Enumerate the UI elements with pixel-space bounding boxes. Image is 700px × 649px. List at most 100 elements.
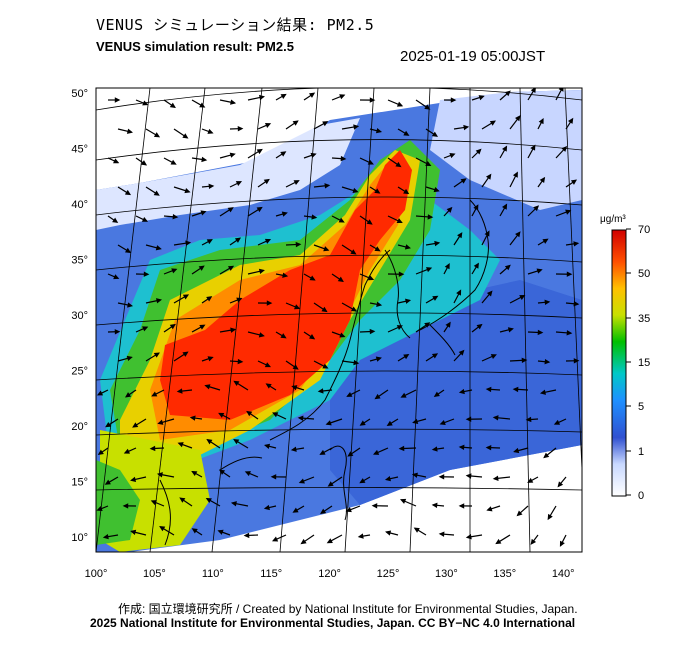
wind-arrow-head [258,94,265,101]
wind-arrow-head [395,161,402,168]
wind-arrow-head [566,271,573,277]
wind-arrow-head [326,538,333,544]
wind-arrow-head [153,352,160,358]
wind-arrow-head [458,349,465,356]
wind-arrow-head [485,173,492,180]
wind-arrow-head [113,158,120,164]
wind-arrow-head [530,538,537,545]
wind-arrow-head [264,362,272,368]
wind-arrow-head [566,330,573,336]
lat-tick-label: 25° [71,366,88,378]
wind-arrow-head [473,204,479,211]
wind-arrow-head [484,230,490,237]
colorbar-label: 0 [638,490,644,502]
wind-arrow-head [444,263,450,270]
wind-arrow-head [515,115,521,122]
wind-arrow-head [295,241,302,248]
wind-arrow-head [449,153,456,159]
wind-arrow-head [384,476,391,482]
lon-tick-label: 100° [85,568,108,580]
wind-arrow-head [366,219,373,225]
wind-arrow-head [227,265,235,271]
wind-arrow-head [143,271,150,277]
wind-arrow-head [236,297,243,303]
wind-arrow-head [465,534,472,540]
wind-arrow-head [405,298,412,304]
wind-arrow-head [527,477,534,483]
wind-arrow-head [553,419,561,425]
wind-arrow-head [292,120,299,126]
lat-tick-label: 50° [71,88,88,100]
lat-tick-label: 30° [71,310,88,322]
wind-arrow-head [218,412,225,418]
wind-arrow-head [434,240,441,247]
wind-arrow-head [573,301,580,307]
wind-arrow-head [208,183,215,190]
lon-tick-label: 135° [493,568,516,580]
wind-arrow-head [369,97,376,103]
wind-arrow-head [112,217,119,223]
wind-arrow-head [486,506,493,512]
wind-arrow-head [371,503,378,509]
title-japanese: VENUS シミュレーション結果: PM2.5 [96,16,375,34]
wind-arrow-head [153,190,160,196]
wind-arrow-head [460,178,467,184]
wind-arrow-head [573,241,580,247]
wind-arrow-head [521,357,528,364]
wind-arrow-head [458,503,465,509]
wind-arrow-head [537,329,544,336]
wind-arrow-head [561,146,568,152]
wind-arrow-head [123,448,130,454]
wind-arrow-head [282,272,289,278]
wind-arrow-head [142,100,149,106]
wind-arrow-head [325,420,332,426]
coastlines [159,199,489,546]
wind-arrow-head [149,445,156,452]
wind-arrow-head [256,148,263,155]
wind-arrow-head [375,356,382,362]
wind-arrow-head [233,380,240,386]
wind-arrow-head [122,503,129,509]
wind-arrow-head [172,214,179,220]
wind-arrow-head [352,187,359,194]
wind-arrow-head [151,391,158,397]
wind-arrow-head [337,276,344,283]
wind-arrow-head [201,156,208,163]
wind-arrow-head [359,420,366,426]
wind-arrow-head [530,144,536,151]
high-zone-red [160,150,412,420]
wind-arrow-head [353,124,360,130]
wind-arrow-head [346,391,353,397]
wind-arrow-head [367,159,374,165]
wind-arrow-head [544,358,551,365]
south-zone-green [96,460,140,545]
wind-arrow-head [229,152,236,158]
wind-arrow-head [403,353,410,360]
wind-arrow-head [156,472,163,478]
wind-arrow-head [150,500,157,506]
wind-arrow-head [439,419,446,425]
wind-arrow-head [327,481,334,487]
wind-arrow-head [539,389,546,395]
lon-tick-label: 105° [143,568,166,580]
wind-arrow-head [280,151,287,157]
wind-arrow-head [369,328,376,335]
wind-arrow-head [367,275,375,281]
wind-arrow-head [263,178,270,185]
wind-arrow-head [317,388,324,394]
wind-arrow-head [159,526,166,532]
wind-arrow-head [292,507,299,513]
title-english: VENUS simulation result: PM2.5 [96,39,294,54]
colorbar-label: 1 [638,446,644,458]
wind-arrow-head [398,271,405,277]
wind-arrow-head [130,529,137,536]
wind-arrow-head [322,121,329,127]
wind-arrow-head [171,268,178,274]
wind-arrow-head [281,211,288,217]
wind-arrow-head [492,415,499,421]
wind-arrow-head [206,239,213,245]
wind-arrow-head [218,469,226,475]
wind-arrow-head [533,205,540,212]
wind-arrow-head [431,131,439,137]
wind-arrow-head [475,148,482,155]
